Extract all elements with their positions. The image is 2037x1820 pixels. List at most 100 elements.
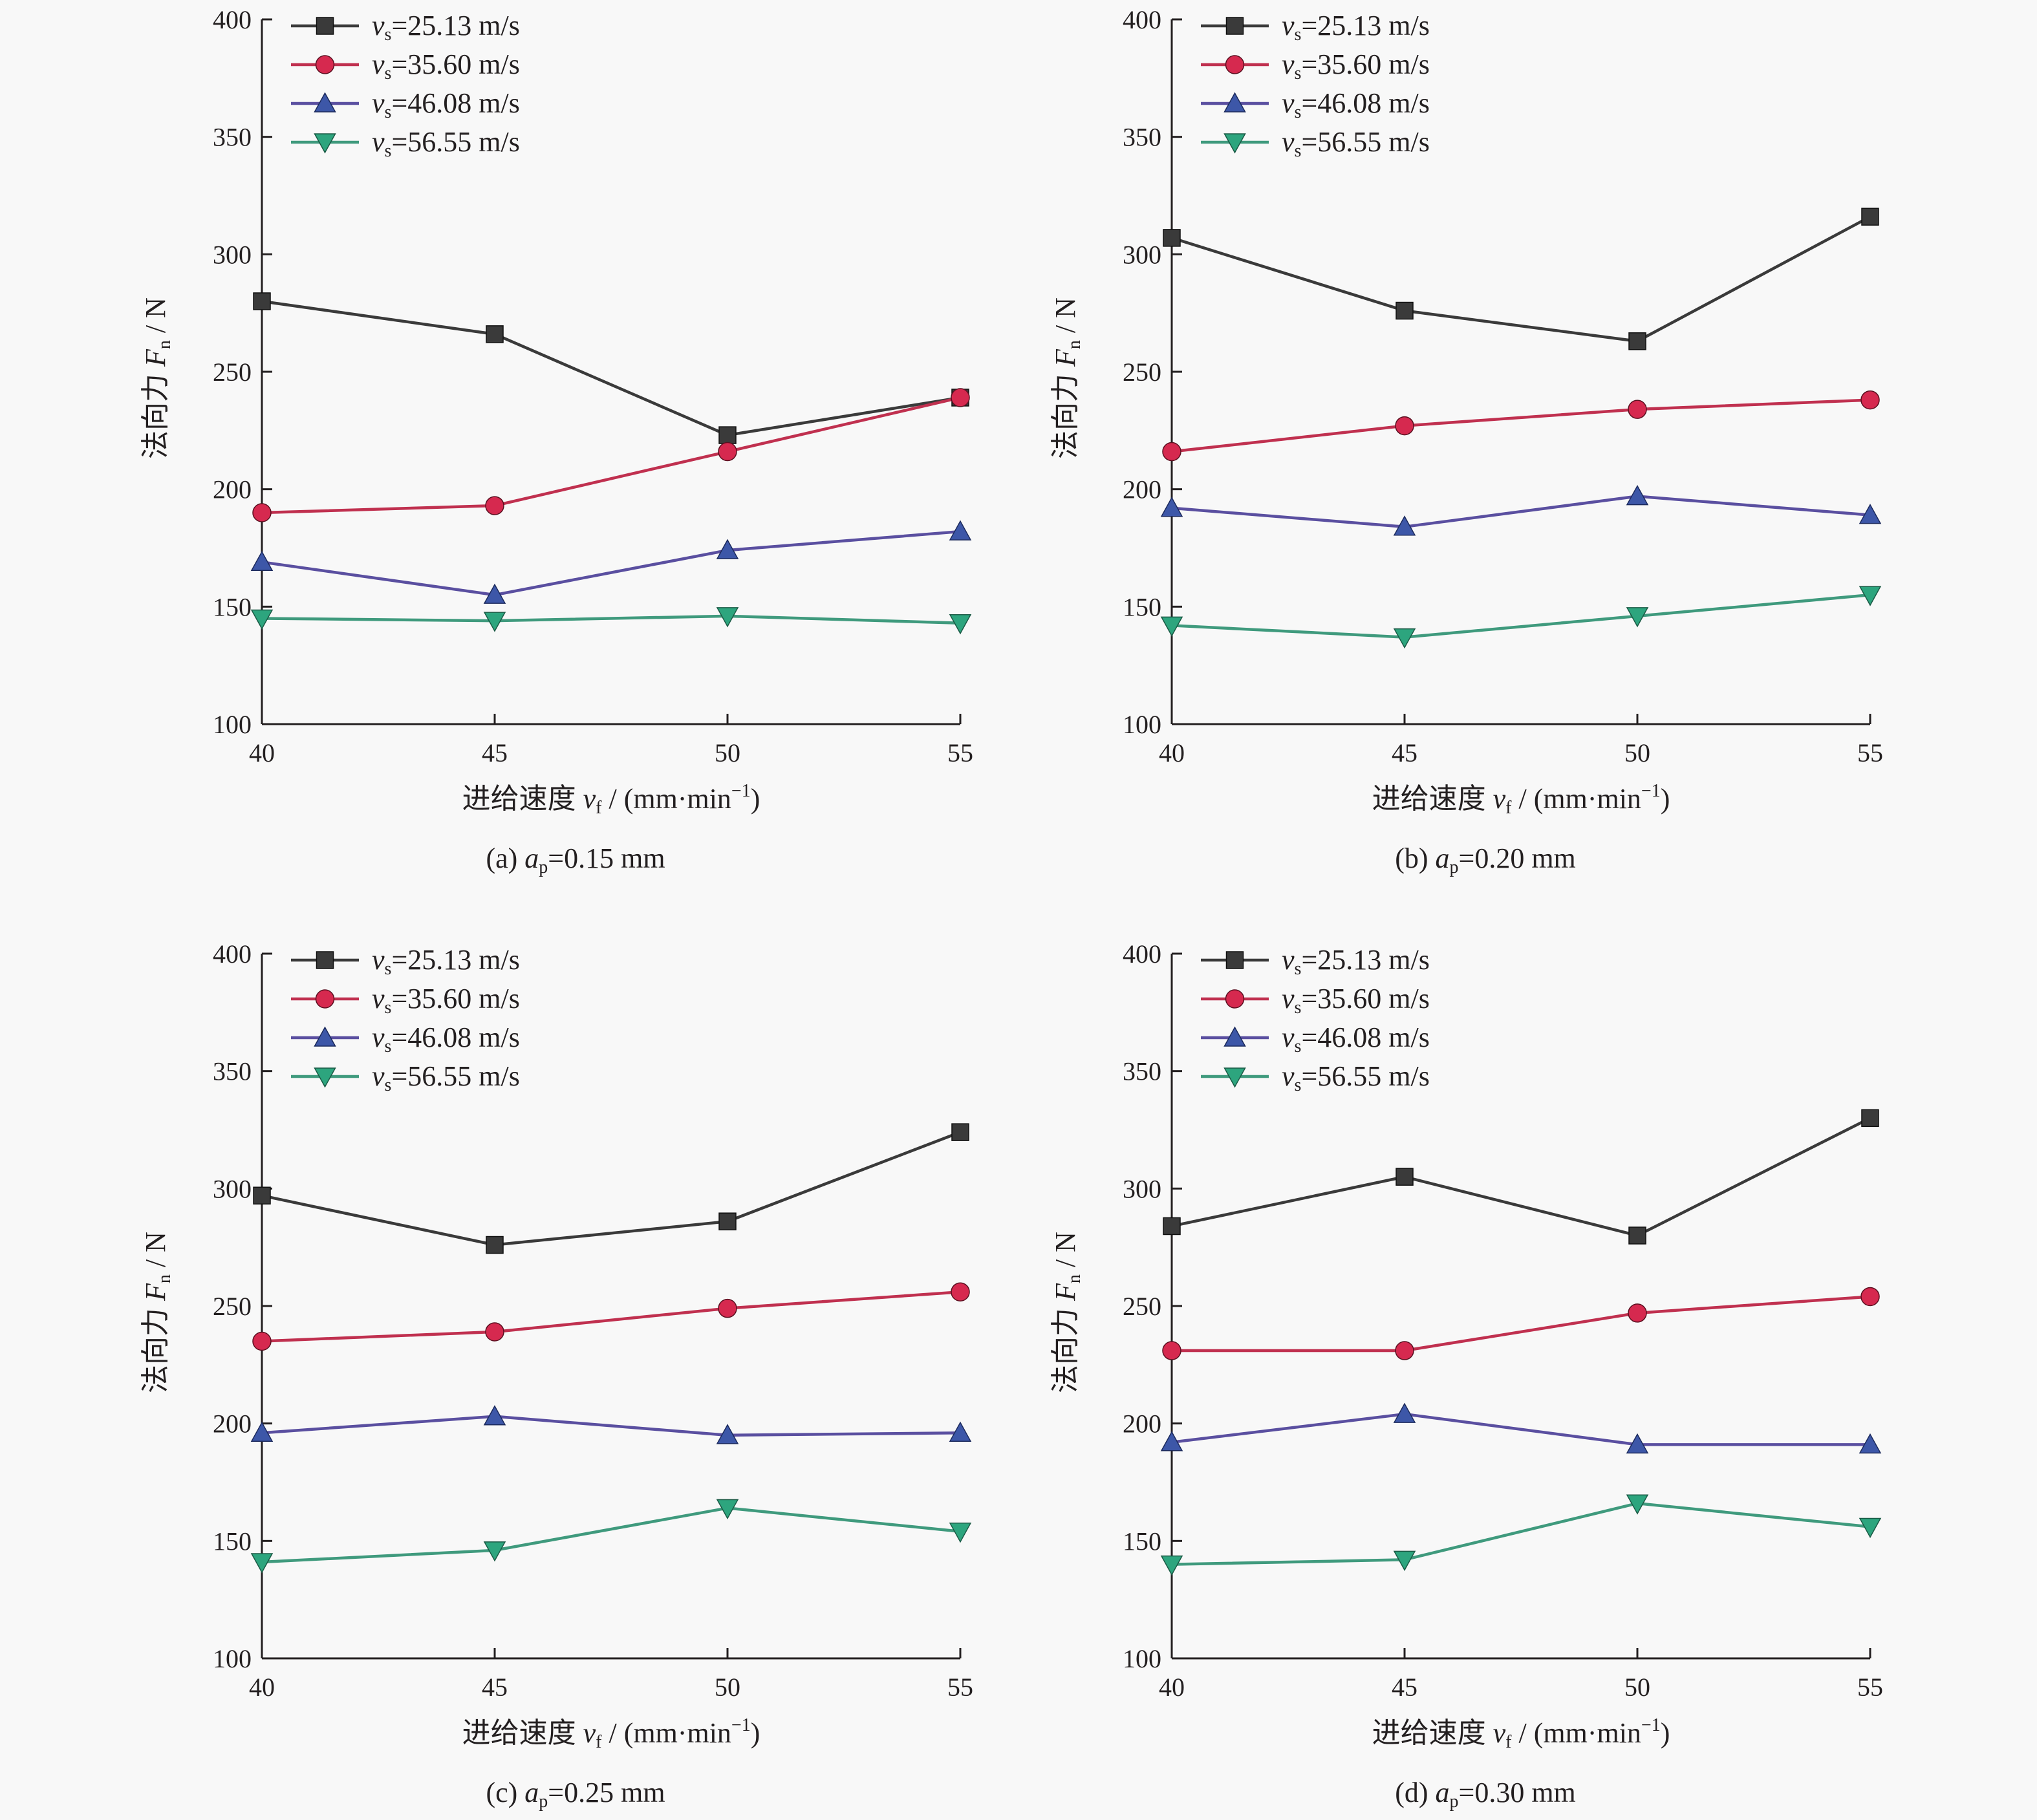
y-axis-title-unit: / N bbox=[1050, 1232, 1081, 1274]
data-point bbox=[250, 1421, 274, 1442]
x-axis-title-text: 进给速度 bbox=[462, 1717, 583, 1749]
x-tick-label: 45 bbox=[482, 738, 508, 767]
y-axis-title: 法向力 Fn / N bbox=[140, 1232, 175, 1393]
data-point bbox=[949, 520, 972, 541]
data-point bbox=[1859, 1517, 1882, 1539]
x-axis-title-var: v bbox=[583, 1717, 596, 1749]
y-tick-label: 300 bbox=[1123, 1174, 1161, 1203]
data-point bbox=[483, 1541, 506, 1562]
series-line bbox=[261, 614, 961, 625]
y-tick-label: 400 bbox=[1123, 939, 1161, 969]
legend-label-value: =46.08 m/s bbox=[1301, 87, 1429, 119]
legend: vs=25.13 m/svs=35.60 m/svs=46.08 m/svs=5… bbox=[1201, 944, 1430, 1095]
legend-marker bbox=[314, 92, 336, 112]
data-point bbox=[1396, 301, 1414, 320]
caption-var: a bbox=[524, 1777, 539, 1808]
series-1 bbox=[253, 1123, 969, 1254]
legend-label: vs=35.60 m/s bbox=[1282, 983, 1430, 1018]
legend-marker bbox=[315, 55, 335, 74]
data-point bbox=[252, 503, 272, 522]
y-axis-title: 法向力 Fn / N bbox=[1050, 297, 1084, 459]
data-point bbox=[1861, 208, 1879, 226]
x-tick-label: 50 bbox=[715, 738, 740, 767]
legend-label-value: =35.60 m/s bbox=[1301, 48, 1429, 80]
caption-prefix: (c) bbox=[486, 1777, 524, 1808]
y-tick-label: 150 bbox=[1123, 1526, 1161, 1556]
y-tick-label: 400 bbox=[213, 939, 252, 969]
legend-label-value: =56.55 m/s bbox=[391, 1060, 519, 1092]
series-line bbox=[1171, 495, 1871, 529]
x-tick-label: 55 bbox=[1857, 738, 1883, 767]
legend-label: vs=56.55 m/s bbox=[372, 1060, 520, 1095]
legend-label-var: v bbox=[372, 126, 385, 158]
data-point bbox=[718, 1298, 737, 1318]
data-point bbox=[1860, 390, 1880, 410]
legend-label-var: v bbox=[372, 87, 385, 119]
data-point bbox=[949, 1421, 972, 1442]
legend-label: vs=35.60 m/s bbox=[1282, 48, 1430, 83]
data-point bbox=[1859, 586, 1882, 606]
data-point bbox=[1395, 1341, 1414, 1360]
x-axis-title-sup: −1 bbox=[731, 781, 751, 801]
legend-label-var: v bbox=[372, 1022, 385, 1053]
data-point bbox=[483, 1405, 506, 1426]
series-line bbox=[1171, 215, 1871, 343]
data-point bbox=[949, 1523, 972, 1543]
legend-label-var: v bbox=[372, 944, 385, 976]
legend-marker bbox=[314, 133, 336, 154]
legend-marker bbox=[1223, 92, 1246, 112]
legend-label-value: =35.60 m/s bbox=[1301, 983, 1429, 1014]
series-4 bbox=[250, 607, 972, 635]
legend-label-sub: s bbox=[385, 63, 392, 83]
legend-label-value: =46.08 m/s bbox=[391, 87, 519, 119]
legend-label-sub: s bbox=[1295, 102, 1302, 122]
legend-label-sub: s bbox=[385, 1075, 392, 1095]
x-axis-title-text: 进给速度 bbox=[1372, 783, 1493, 815]
legend-label-var: v bbox=[372, 10, 385, 41]
data-point bbox=[253, 292, 271, 310]
series-line bbox=[1171, 593, 1871, 639]
legend-marker bbox=[1223, 1067, 1246, 1088]
x-axis-title-unit: / (mm·min bbox=[1511, 783, 1641, 815]
data-point bbox=[250, 550, 274, 572]
legend-label: vs=56.55 m/s bbox=[372, 126, 520, 161]
legend: vs=25.13 m/svs=35.60 m/svs=46.08 m/svs=5… bbox=[291, 944, 520, 1095]
y-tick-label: 250 bbox=[213, 358, 252, 387]
legend-label-sub: s bbox=[1295, 141, 1302, 161]
series-2 bbox=[1162, 1287, 1880, 1360]
data-point bbox=[483, 583, 506, 604]
data-point bbox=[1395, 416, 1414, 436]
chart-panel-b: 100 150 200 250 300 350 400 40 45 50 55 法向力 Fn / N 进… bbox=[1050, 5, 1883, 877]
legend-marker bbox=[316, 951, 334, 969]
y-tick-label: 200 bbox=[1123, 475, 1161, 504]
legend-label: vs=25.13 m/s bbox=[372, 10, 520, 45]
legend-marker bbox=[314, 1067, 336, 1088]
series-2 bbox=[252, 388, 970, 522]
y-tick-label: 350 bbox=[1123, 123, 1161, 152]
legend-label-sub: s bbox=[1295, 1075, 1302, 1095]
legend-marker bbox=[315, 989, 335, 1009]
series-line bbox=[261, 1290, 961, 1343]
legend-label-var: v bbox=[1282, 1022, 1295, 1053]
y-tick-label: 150 bbox=[1123, 592, 1161, 621]
series-1 bbox=[1163, 1109, 1879, 1245]
y-axis-title-sub: n bbox=[1064, 340, 1084, 349]
y-tick-label: 250 bbox=[1123, 358, 1161, 387]
legend-label-value: =46.08 m/s bbox=[391, 1022, 519, 1053]
legend-marker bbox=[1225, 17, 1244, 35]
data-point bbox=[250, 609, 274, 630]
panel-caption: (c) ap=0.25 mm bbox=[486, 1777, 665, 1812]
data-point bbox=[716, 539, 739, 559]
legend-label: vs=46.08 m/s bbox=[372, 1022, 520, 1056]
x-axis-title-sub: f bbox=[1505, 1732, 1512, 1752]
legend-label: vs=46.08 m/s bbox=[1282, 1022, 1430, 1056]
legend-label-value: =56.55 m/s bbox=[391, 126, 519, 158]
data-point bbox=[1160, 497, 1183, 517]
legend-label-sub: s bbox=[1295, 998, 1302, 1018]
data-point bbox=[1393, 1550, 1416, 1571]
y-axis-title-var: F bbox=[140, 348, 171, 367]
series-4 bbox=[250, 1499, 972, 1574]
data-point bbox=[716, 1424, 739, 1444]
data-point bbox=[1393, 628, 1416, 649]
panel-caption: (a) ap=0.15 mm bbox=[486, 842, 665, 877]
